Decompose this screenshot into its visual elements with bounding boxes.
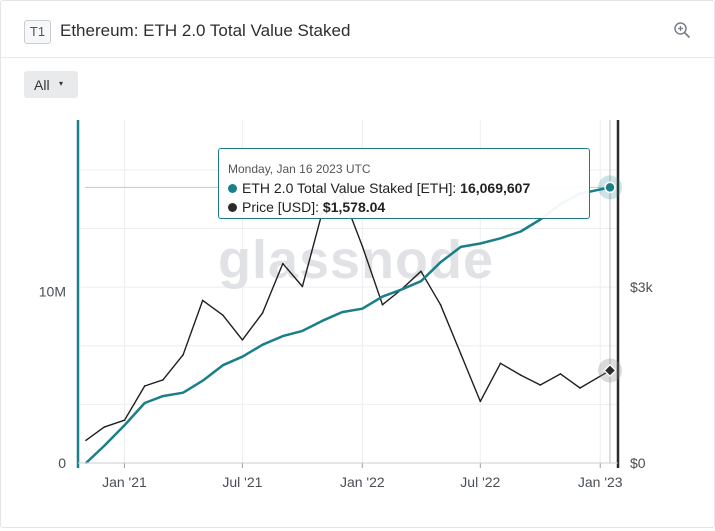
tooltip-price-value: $1,578.04 [322, 199, 386, 215]
price-point [361, 245, 364, 247]
price-point [559, 373, 562, 375]
staked-point [301, 330, 304, 332]
zoom-in-icon[interactable] [673, 21, 691, 39]
price-point [85, 439, 87, 442]
staked-point [420, 280, 422, 283]
price-point [201, 299, 204, 302]
price-legend-dot [228, 203, 237, 212]
tooltip-date: Monday, Jan 16 2023 UTC [228, 162, 371, 176]
price-point [103, 426, 106, 428]
price-point [261, 312, 264, 314]
staked-point [282, 335, 284, 337]
tooltip-row-price: Price [USD]: $1,578.04 [228, 199, 385, 215]
price-point [439, 303, 442, 306]
staked-point [241, 355, 244, 358]
staked-point [143, 402, 146, 404]
tooltip-price-label: Price [USD]: [242, 199, 323, 215]
staked-point [201, 379, 204, 382]
price-point [241, 339, 244, 341]
tier-badge: T1 [24, 20, 51, 44]
hover-markers [598, 175, 622, 383]
price-point [479, 400, 482, 403]
staked-point [123, 424, 126, 427]
price-point [182, 353, 184, 356]
axes: Jan '21 Jul '21 Jan '22 Jul '22 Jan '23 0 10M $… [39, 120, 654, 490]
price-point [459, 353, 462, 355]
y-left-tick-label: 10M [39, 284, 66, 300]
chevron-down-icon: ▾ [59, 79, 64, 88]
staked-point [261, 343, 264, 346]
x-tick-label: Jan '22 [340, 474, 385, 490]
staked-point [182, 391, 184, 394]
price-point [579, 387, 581, 389]
staked-point [499, 237, 502, 240]
staked-hover-marker [604, 181, 616, 194]
staked-series [85, 186, 611, 464]
price-point [222, 314, 224, 317]
chart-header: T1 Ethereum: ETH 2.0 Total Value Staked [1, 1, 714, 58]
price-hover-marker [603, 363, 617, 377]
watermark: glassnode [218, 230, 494, 290]
staked-point [361, 307, 364, 310]
staked-point [103, 445, 106, 447]
price-point [539, 384, 542, 386]
tooltip-staked-label: ETH 2.0 Total Value Staked [ETH]: [242, 180, 461, 196]
y-right-tick-label: $0 [630, 455, 646, 471]
x-tick-label: Jan '21 [102, 474, 147, 490]
staked-point [321, 319, 324, 322]
price-point [123, 419, 126, 421]
x-tick-label: Jul '22 [460, 474, 500, 490]
range-select[interactable]: All ▾ [24, 71, 78, 98]
chart-title: Ethereum: ETH 2.0 Total Value Staked [60, 21, 351, 40]
staked-point [459, 246, 462, 248]
price-point [420, 270, 422, 273]
staked-point [519, 230, 522, 233]
staked-point [381, 295, 384, 298]
price-point [519, 374, 522, 376]
y-left-tick-label: 0 [58, 455, 66, 471]
range-select-label: All [34, 77, 50, 93]
price-point [381, 303, 384, 306]
x-tick-label: Jan '23 [578, 474, 623, 490]
price-point [162, 379, 164, 381]
staked-point [162, 395, 164, 397]
x-tick-label: Jul '21 [222, 474, 262, 490]
staked-legend-dot [228, 184, 237, 193]
tooltip-row-staked: ETH 2.0 Total Value Staked [ETH]: 16,069… [228, 180, 530, 196]
y-right-tick-label: $3k [630, 279, 654, 295]
tooltip: Monday, Jan 16 2023 UTC ETH 2.0 Total Va… [218, 148, 590, 219]
tooltip-staked-value: 16,069,607 [460, 180, 531, 196]
staked-point [479, 242, 482, 245]
staked-point [341, 311, 343, 313]
price-point [143, 385, 146, 387]
staked-point [399, 288, 402, 291]
staked-point [539, 218, 542, 221]
price-point [499, 362, 502, 365]
staked-point [222, 364, 224, 367]
staked-point [439, 261, 442, 264]
price-point [301, 285, 304, 288]
price-point [282, 262, 284, 265]
